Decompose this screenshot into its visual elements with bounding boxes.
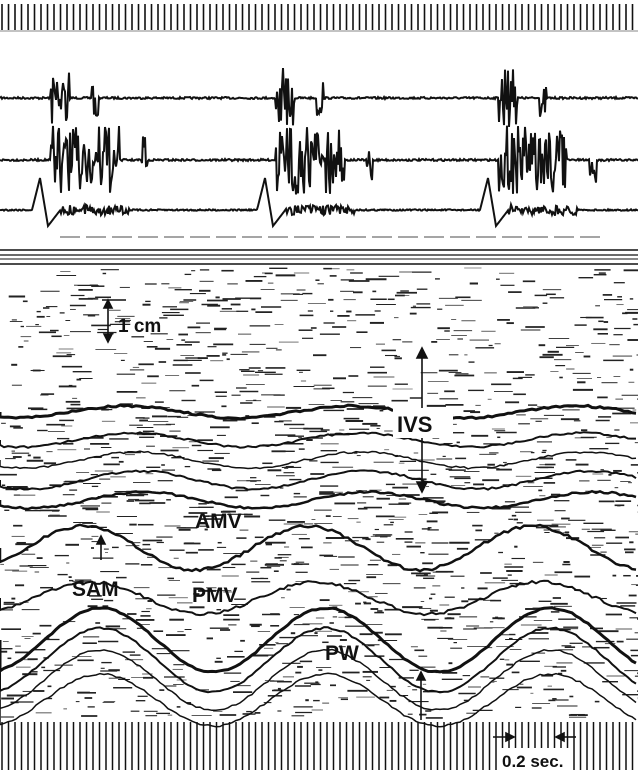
pmv-label: PMV: [192, 584, 238, 607]
m-mode-echo-bands: [0, 403, 637, 728]
phono-trace-middle: [0, 125, 638, 195]
echo-speckle-texture: [0, 267, 638, 719]
amv-label: AMV: [195, 510, 242, 533]
anterior-mitral-valve-echo: [0, 523, 637, 573]
sam-label: SAM: [72, 578, 119, 601]
posterior-wall-echo: [0, 606, 637, 674]
ivs-label: IVS: [397, 412, 432, 437]
scale-1cm-label: 1 cm: [118, 316, 161, 337]
ecg-trace: [0, 177, 638, 229]
trace-separator-lines: [0, 236, 638, 265]
annotation-arrows: [95, 298, 576, 743]
phono-trace-top: [0, 68, 638, 127]
phonocardiogram-traces: [0, 68, 638, 229]
posterior-mitral-valve-echo: [0, 579, 637, 617]
time-scale-label: 0.2 sec.: [502, 752, 563, 771]
pw-label: PW: [325, 642, 359, 665]
top-timing-ticks: [0, 4, 638, 32]
